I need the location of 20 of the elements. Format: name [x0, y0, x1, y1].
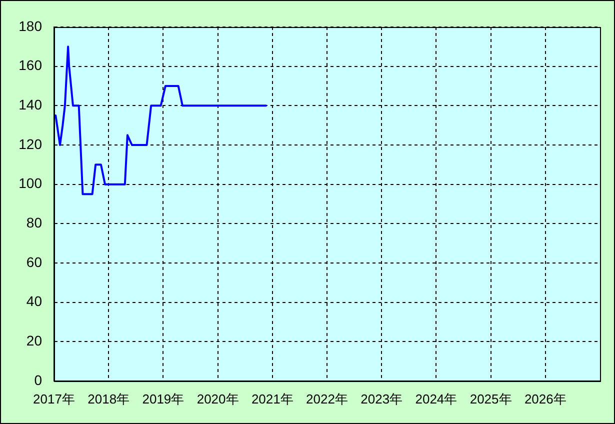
- y-tick-label: 20: [26, 332, 42, 349]
- y-tick-label: 80: [26, 214, 42, 231]
- y-tick-label: 120: [18, 136, 42, 152]
- y-tick-label: 60: [26, 254, 42, 270]
- x-tick-label: 2026年: [524, 391, 566, 406]
- y-tick-label: 100: [18, 175, 42, 192]
- y-tick-label: 0: [34, 372, 42, 388]
- x-tick-label: 2022年: [306, 391, 348, 406]
- y-tick-label: 160: [18, 57, 42, 74]
- y-tick-label: 180: [18, 18, 42, 34]
- x-tick-label: 2018年: [88, 391, 130, 406]
- x-tick-label: 2021年: [251, 391, 294, 406]
- x-tick-label: 2020年: [196, 391, 239, 406]
- x-tick-label: 2024年: [415, 391, 458, 406]
- x-tick-label: 2017年: [33, 391, 75, 406]
- y-tick-label: 40: [26, 293, 42, 310]
- x-tick-label: 2019年: [142, 391, 184, 406]
- x-tick-label: 2023年: [360, 391, 403, 406]
- x-tick-label: 2025年: [470, 391, 512, 406]
- y-tick-label: 140: [18, 96, 42, 113]
